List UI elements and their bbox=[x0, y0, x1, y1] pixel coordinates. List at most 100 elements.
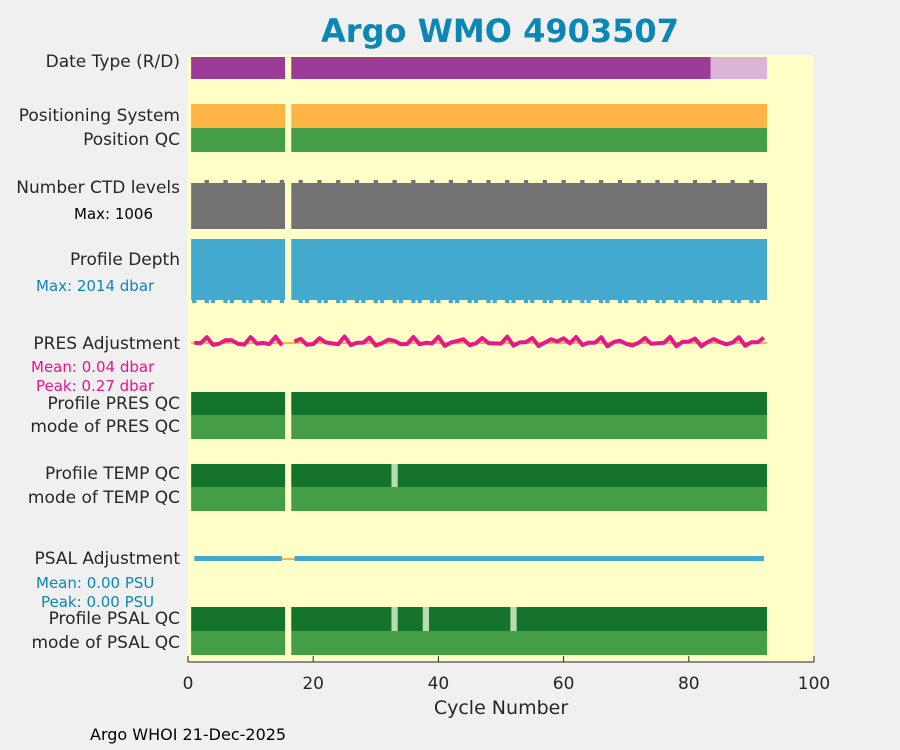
depth-tick-6 bbox=[223, 300, 228, 303]
depth-tick-43 bbox=[455, 300, 460, 303]
x-tick-label-100: 100 bbox=[797, 674, 831, 694]
depth-tick-58 bbox=[548, 300, 554, 303]
depth-tick-28 bbox=[361, 300, 366, 303]
depth-tick-21 bbox=[317, 300, 322, 303]
depth-tick-60 bbox=[561, 300, 566, 303]
x-tick-label-60: 60 bbox=[552, 674, 575, 694]
ctd-level-tick-75 bbox=[655, 180, 660, 183]
depth-tick-70 bbox=[624, 300, 629, 303]
depth-tick-34 bbox=[398, 300, 403, 303]
depth-tick-12 bbox=[260, 300, 266, 303]
depth-tick-30 bbox=[373, 300, 378, 303]
depth-tick-45 bbox=[467, 300, 472, 303]
depth-tick-33 bbox=[392, 300, 397, 303]
ctd-level-tick-39 bbox=[430, 180, 435, 183]
mode-psal-qc-bar-seg1 bbox=[191, 631, 286, 655]
depth-tick-25 bbox=[342, 300, 347, 303]
depth-tick-75 bbox=[655, 300, 660, 303]
x-tick-label-80: 80 bbox=[677, 674, 700, 694]
depth-tick-76 bbox=[661, 300, 666, 303]
depth-tick-61 bbox=[567, 300, 572, 303]
depth-tick-63 bbox=[580, 300, 585, 303]
depth-tick-66 bbox=[599, 300, 604, 303]
profile-temp-qc-bar-seg1 bbox=[191, 464, 286, 487]
label-profile-psal-qc: Profile PSAL QC bbox=[48, 609, 180, 629]
label-ctd-levels: Number CTD levels bbox=[16, 178, 180, 198]
label-pres-adjustment: PRES Adjustment bbox=[33, 334, 180, 354]
psal-peak-text: Peak: 0.00 PSU bbox=[41, 593, 155, 611]
x-tick-label-40: 40 bbox=[427, 674, 450, 694]
label-psal-adjustment: PSAL Adjustment bbox=[34, 549, 180, 569]
profile-depth-bar-seg2 bbox=[291, 239, 768, 300]
depth-tick-22 bbox=[323, 300, 328, 303]
profile-psal-qc-bar-seg1 bbox=[191, 607, 286, 631]
depth-tick-40 bbox=[436, 300, 441, 303]
label-position-qc: Position QC bbox=[83, 130, 180, 150]
ctd-level-tick-90 bbox=[749, 180, 754, 183]
mode-psal-qc-bar-seg2 bbox=[291, 631, 768, 655]
ctd-levels-bar-seg1 bbox=[191, 183, 286, 229]
depth-tick-31 bbox=[379, 300, 385, 303]
profile-pres-qc-bar-seg1 bbox=[191, 392, 286, 415]
ctd-level-tick-21 bbox=[317, 180, 322, 183]
label-positioning-system: Positioning System bbox=[18, 106, 180, 126]
depth-tick-15 bbox=[279, 300, 285, 303]
depth-tick-90 bbox=[749, 300, 754, 303]
psal-mean-text: Mean: 0.00 PSU bbox=[36, 574, 155, 592]
profile-psal-qc-bar-seg2 bbox=[291, 607, 768, 631]
ctd-level-tick-63 bbox=[580, 180, 585, 183]
mode-temp-qc-bar-seg1 bbox=[191, 487, 286, 511]
profile-temp-qc-bar-seg2 bbox=[291, 464, 768, 487]
depth-tick-24 bbox=[336, 300, 341, 303]
ctd-level-tick-48 bbox=[486, 180, 491, 183]
depth-tick-37 bbox=[417, 300, 422, 303]
label-mode-pres-qc: mode of PRES QC bbox=[30, 417, 180, 437]
ctd-level-tick-54 bbox=[523, 180, 529, 183]
depth-tick-69 bbox=[617, 300, 623, 303]
date-type-realtime-seg2 bbox=[291, 57, 711, 79]
profile-temp-qc-flag-cycle-33 bbox=[391, 464, 398, 487]
depth-tick-67 bbox=[605, 300, 610, 303]
ctd-level-tick-33 bbox=[392, 180, 397, 183]
ctd-level-tick-78 bbox=[674, 180, 679, 183]
depth-tick-46 bbox=[473, 300, 479, 303]
ctd-level-tick-3 bbox=[204, 180, 209, 183]
ctd-level-tick-66 bbox=[599, 180, 604, 183]
depth-tick-82 bbox=[699, 300, 704, 303]
depth-tick-42 bbox=[448, 300, 454, 303]
depth-tick-1 bbox=[192, 300, 197, 303]
depth-tick-51 bbox=[505, 300, 510, 303]
mode-pres-qc-bar-seg1 bbox=[191, 415, 286, 439]
ctd-level-tick-6 bbox=[223, 180, 228, 183]
depth-tick-81 bbox=[692, 300, 698, 303]
depth-tick-4 bbox=[210, 300, 216, 303]
depth-tick-39 bbox=[430, 300, 435, 303]
depth-tick-18 bbox=[298, 300, 303, 303]
depth-tick-64 bbox=[586, 300, 591, 303]
depth-tick-88 bbox=[736, 300, 742, 303]
positioning-system-bar-seg1 bbox=[191, 104, 286, 128]
ctd-level-tick-27 bbox=[354, 180, 360, 183]
ctd-level-tick-72 bbox=[636, 180, 641, 183]
date-type-realtime-seg1 bbox=[191, 57, 286, 79]
date-type-delayed bbox=[710, 57, 768, 79]
ctd-level-tick-51 bbox=[505, 180, 510, 183]
depth-tick-27 bbox=[354, 300, 360, 303]
label-profile-depth: Profile Depth bbox=[69, 250, 180, 270]
pres-peak-text: Peak: 0.27 dbar bbox=[36, 377, 155, 395]
depth-tick-36 bbox=[411, 300, 416, 303]
depth-tick-10 bbox=[248, 300, 253, 303]
ctd-level-tick-84 bbox=[711, 180, 716, 183]
profile-pres-qc-bar-seg2 bbox=[291, 392, 768, 415]
depth-tick-91 bbox=[755, 300, 760, 303]
depth-tick-52 bbox=[511, 300, 516, 303]
psal-adjustment-line-seg1 bbox=[194, 556, 282, 561]
depth-tick-78 bbox=[674, 300, 679, 303]
ctd-level-tick-57 bbox=[542, 180, 547, 183]
depth-tick-79 bbox=[680, 300, 685, 303]
ctd-level-tick-24 bbox=[336, 180, 341, 183]
position-qc-bar-seg1 bbox=[191, 128, 286, 152]
depth-tick-54 bbox=[523, 300, 529, 303]
psal-adjustment-line-seg2 bbox=[294, 556, 764, 561]
